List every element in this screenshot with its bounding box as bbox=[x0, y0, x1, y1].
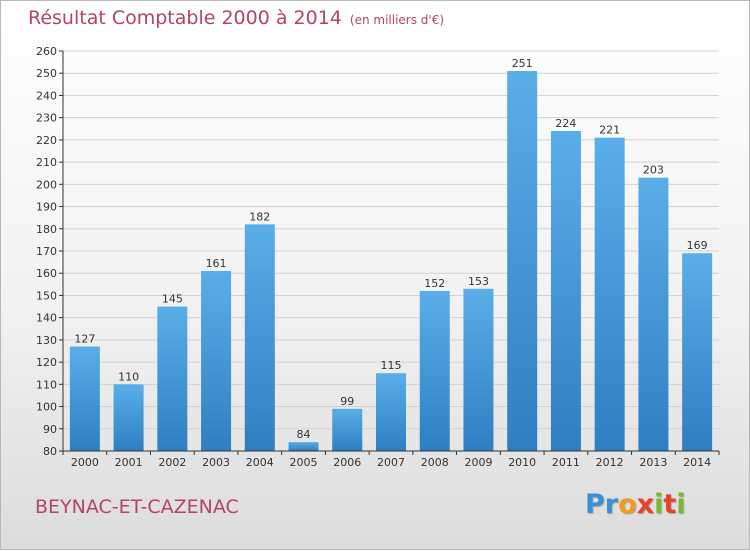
x-tick-label-2010: 2010 bbox=[508, 456, 536, 469]
value-label-2004: 182 bbox=[249, 210, 270, 223]
y-tick-label: 180 bbox=[36, 223, 57, 236]
y-tick-label: 240 bbox=[36, 89, 57, 102]
x-tick-label-2008: 2008 bbox=[421, 456, 449, 469]
bar-2001 bbox=[113, 384, 144, 451]
x-tick-label-2005: 2005 bbox=[290, 456, 318, 469]
y-axis-ticks: 80 90 100 110 120 130 140 150 160 170 180 190 200 210… bbox=[36, 45, 63, 458]
value-label-2009: 153 bbox=[468, 275, 489, 288]
logo-letter: t bbox=[663, 489, 677, 520]
x-tick-label-2012: 2012 bbox=[596, 456, 624, 469]
y-tick-label: 100 bbox=[36, 401, 57, 414]
bar-2000 bbox=[69, 346, 100, 451]
value-label-2014: 169 bbox=[687, 239, 708, 252]
x-tick-label-2013: 2013 bbox=[639, 456, 667, 469]
y-tick-label: 160 bbox=[36, 267, 57, 280]
bar-2009 bbox=[463, 288, 494, 451]
y-tick-label: 80 bbox=[43, 445, 57, 458]
bar-2002 bbox=[157, 306, 188, 451]
bar-2010 bbox=[507, 71, 538, 451]
bar-2004 bbox=[244, 224, 275, 451]
y-tick-label: 230 bbox=[36, 112, 57, 125]
value-label-2011: 224 bbox=[555, 117, 576, 130]
y-tick-label: 150 bbox=[36, 289, 57, 302]
bar-2003 bbox=[201, 271, 232, 451]
logo-letter: o bbox=[618, 489, 637, 520]
chart-title: Résultat Comptable 2000 à 2014 bbox=[28, 7, 342, 29]
bar-2014 bbox=[682, 253, 713, 451]
y-tick-label: 250 bbox=[36, 67, 57, 80]
bar-2005 bbox=[288, 442, 319, 451]
value-label-2010: 251 bbox=[512, 57, 533, 70]
logo-letter: i bbox=[676, 489, 686, 520]
logo-letter: r bbox=[604, 489, 619, 520]
x-tick-label-2006: 2006 bbox=[333, 456, 361, 469]
x-tick-label-2000: 2000 bbox=[71, 456, 99, 469]
bar-2006 bbox=[332, 408, 363, 451]
logo-letter: P bbox=[585, 489, 605, 520]
logo-letter: i bbox=[654, 489, 664, 520]
y-tick-label: 190 bbox=[36, 201, 57, 214]
bar-2007 bbox=[376, 373, 406, 451]
value-label-2001: 110 bbox=[118, 370, 139, 383]
y-tick-label: 120 bbox=[36, 356, 57, 369]
bar-2013 bbox=[638, 177, 669, 451]
x-tick-label-2004: 2004 bbox=[246, 456, 274, 469]
x-tick-label-2011: 2011 bbox=[552, 456, 580, 469]
x-tick-label-2007: 2007 bbox=[377, 456, 405, 469]
value-label-2000: 127 bbox=[74, 333, 95, 346]
y-tick-label: 210 bbox=[36, 156, 57, 169]
y-tick-label: 140 bbox=[36, 312, 57, 325]
value-label-2005: 84 bbox=[297, 428, 311, 441]
value-label-2012: 221 bbox=[599, 124, 620, 137]
value-label-2008: 152 bbox=[424, 277, 445, 290]
value-label-2013: 203 bbox=[643, 164, 664, 177]
chart-subtitle: (en milliers d'€) bbox=[349, 13, 445, 27]
y-tick-label: 220 bbox=[36, 134, 57, 147]
x-tick-label-2001: 2001 bbox=[115, 456, 143, 469]
x-axis-ticks: 2000 2001 2002 2003 2004 2005 2006 2007 2008 2009… bbox=[62, 451, 720, 469]
data-labels: 127 110 145 161 182 84 99 115 152 153 251 224 221 203… bbox=[74, 57, 707, 441]
bar-2012 bbox=[594, 137, 625, 451]
value-label-2006: 99 bbox=[340, 395, 354, 408]
bar-2008 bbox=[419, 291, 450, 451]
y-tick-label: 260 bbox=[36, 45, 57, 58]
y-tick-label: 110 bbox=[36, 378, 57, 391]
value-label-2002: 145 bbox=[162, 293, 183, 306]
bar-2011 bbox=[550, 131, 581, 451]
value-label-2003: 161 bbox=[206, 257, 227, 270]
proxiti-logo: Proxiti bbox=[585, 489, 686, 520]
y-tick-label: 200 bbox=[36, 178, 57, 191]
bars bbox=[69, 71, 713, 451]
title-block: Résultat Comptable 2000 à 2014 (en millie… bbox=[28, 7, 444, 29]
x-tick-label-2003: 2003 bbox=[202, 456, 230, 469]
x-tick-label-2002: 2002 bbox=[158, 456, 186, 469]
axes bbox=[62, 51, 719, 452]
logo-letter: x bbox=[636, 489, 655, 520]
commune-name: BEYNAC-ET-CAZENAC bbox=[35, 496, 239, 518]
x-tick-label-2014: 2014 bbox=[683, 456, 711, 469]
value-label-2007: 115 bbox=[381, 359, 402, 372]
y-tick-label: 170 bbox=[36, 245, 57, 258]
x-tick-label-2009: 2009 bbox=[464, 456, 492, 469]
y-tick-label: 90 bbox=[43, 423, 57, 436]
y-tick-label: 130 bbox=[36, 334, 57, 347]
